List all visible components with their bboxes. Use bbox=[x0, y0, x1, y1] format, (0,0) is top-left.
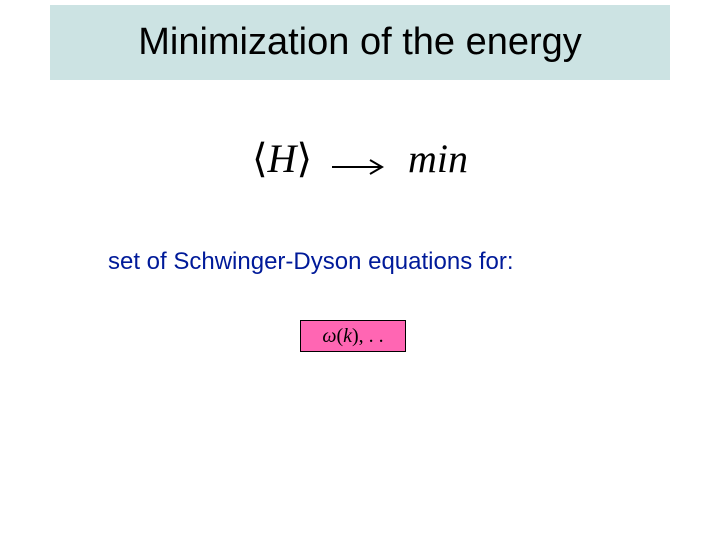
page-title: Minimization of the energy bbox=[138, 21, 582, 64]
ellipsis: , . . bbox=[359, 325, 384, 348]
slide: Minimization of the energy ⟨H⟩ min set o… bbox=[0, 0, 720, 540]
schwinger-dyson-label: set of Schwinger-Dyson equations for: bbox=[108, 248, 514, 276]
symbol-H: H bbox=[268, 136, 297, 181]
symbol-k: k bbox=[343, 325, 352, 348]
title-bar: Minimization of the energy bbox=[50, 5, 670, 80]
paren-open: ( bbox=[336, 325, 343, 348]
equation-energy-min: ⟨H⟩ min bbox=[0, 135, 720, 186]
omega-k-box: ω(k), . . bbox=[300, 320, 406, 352]
rhs-min: min bbox=[408, 136, 468, 181]
symbol-omega: ω bbox=[322, 325, 336, 348]
rangle: ⟩ bbox=[296, 136, 312, 181]
paren-close: ) bbox=[352, 325, 359, 348]
arrow-icon bbox=[322, 139, 398, 186]
langle: ⟨ bbox=[252, 136, 268, 181]
